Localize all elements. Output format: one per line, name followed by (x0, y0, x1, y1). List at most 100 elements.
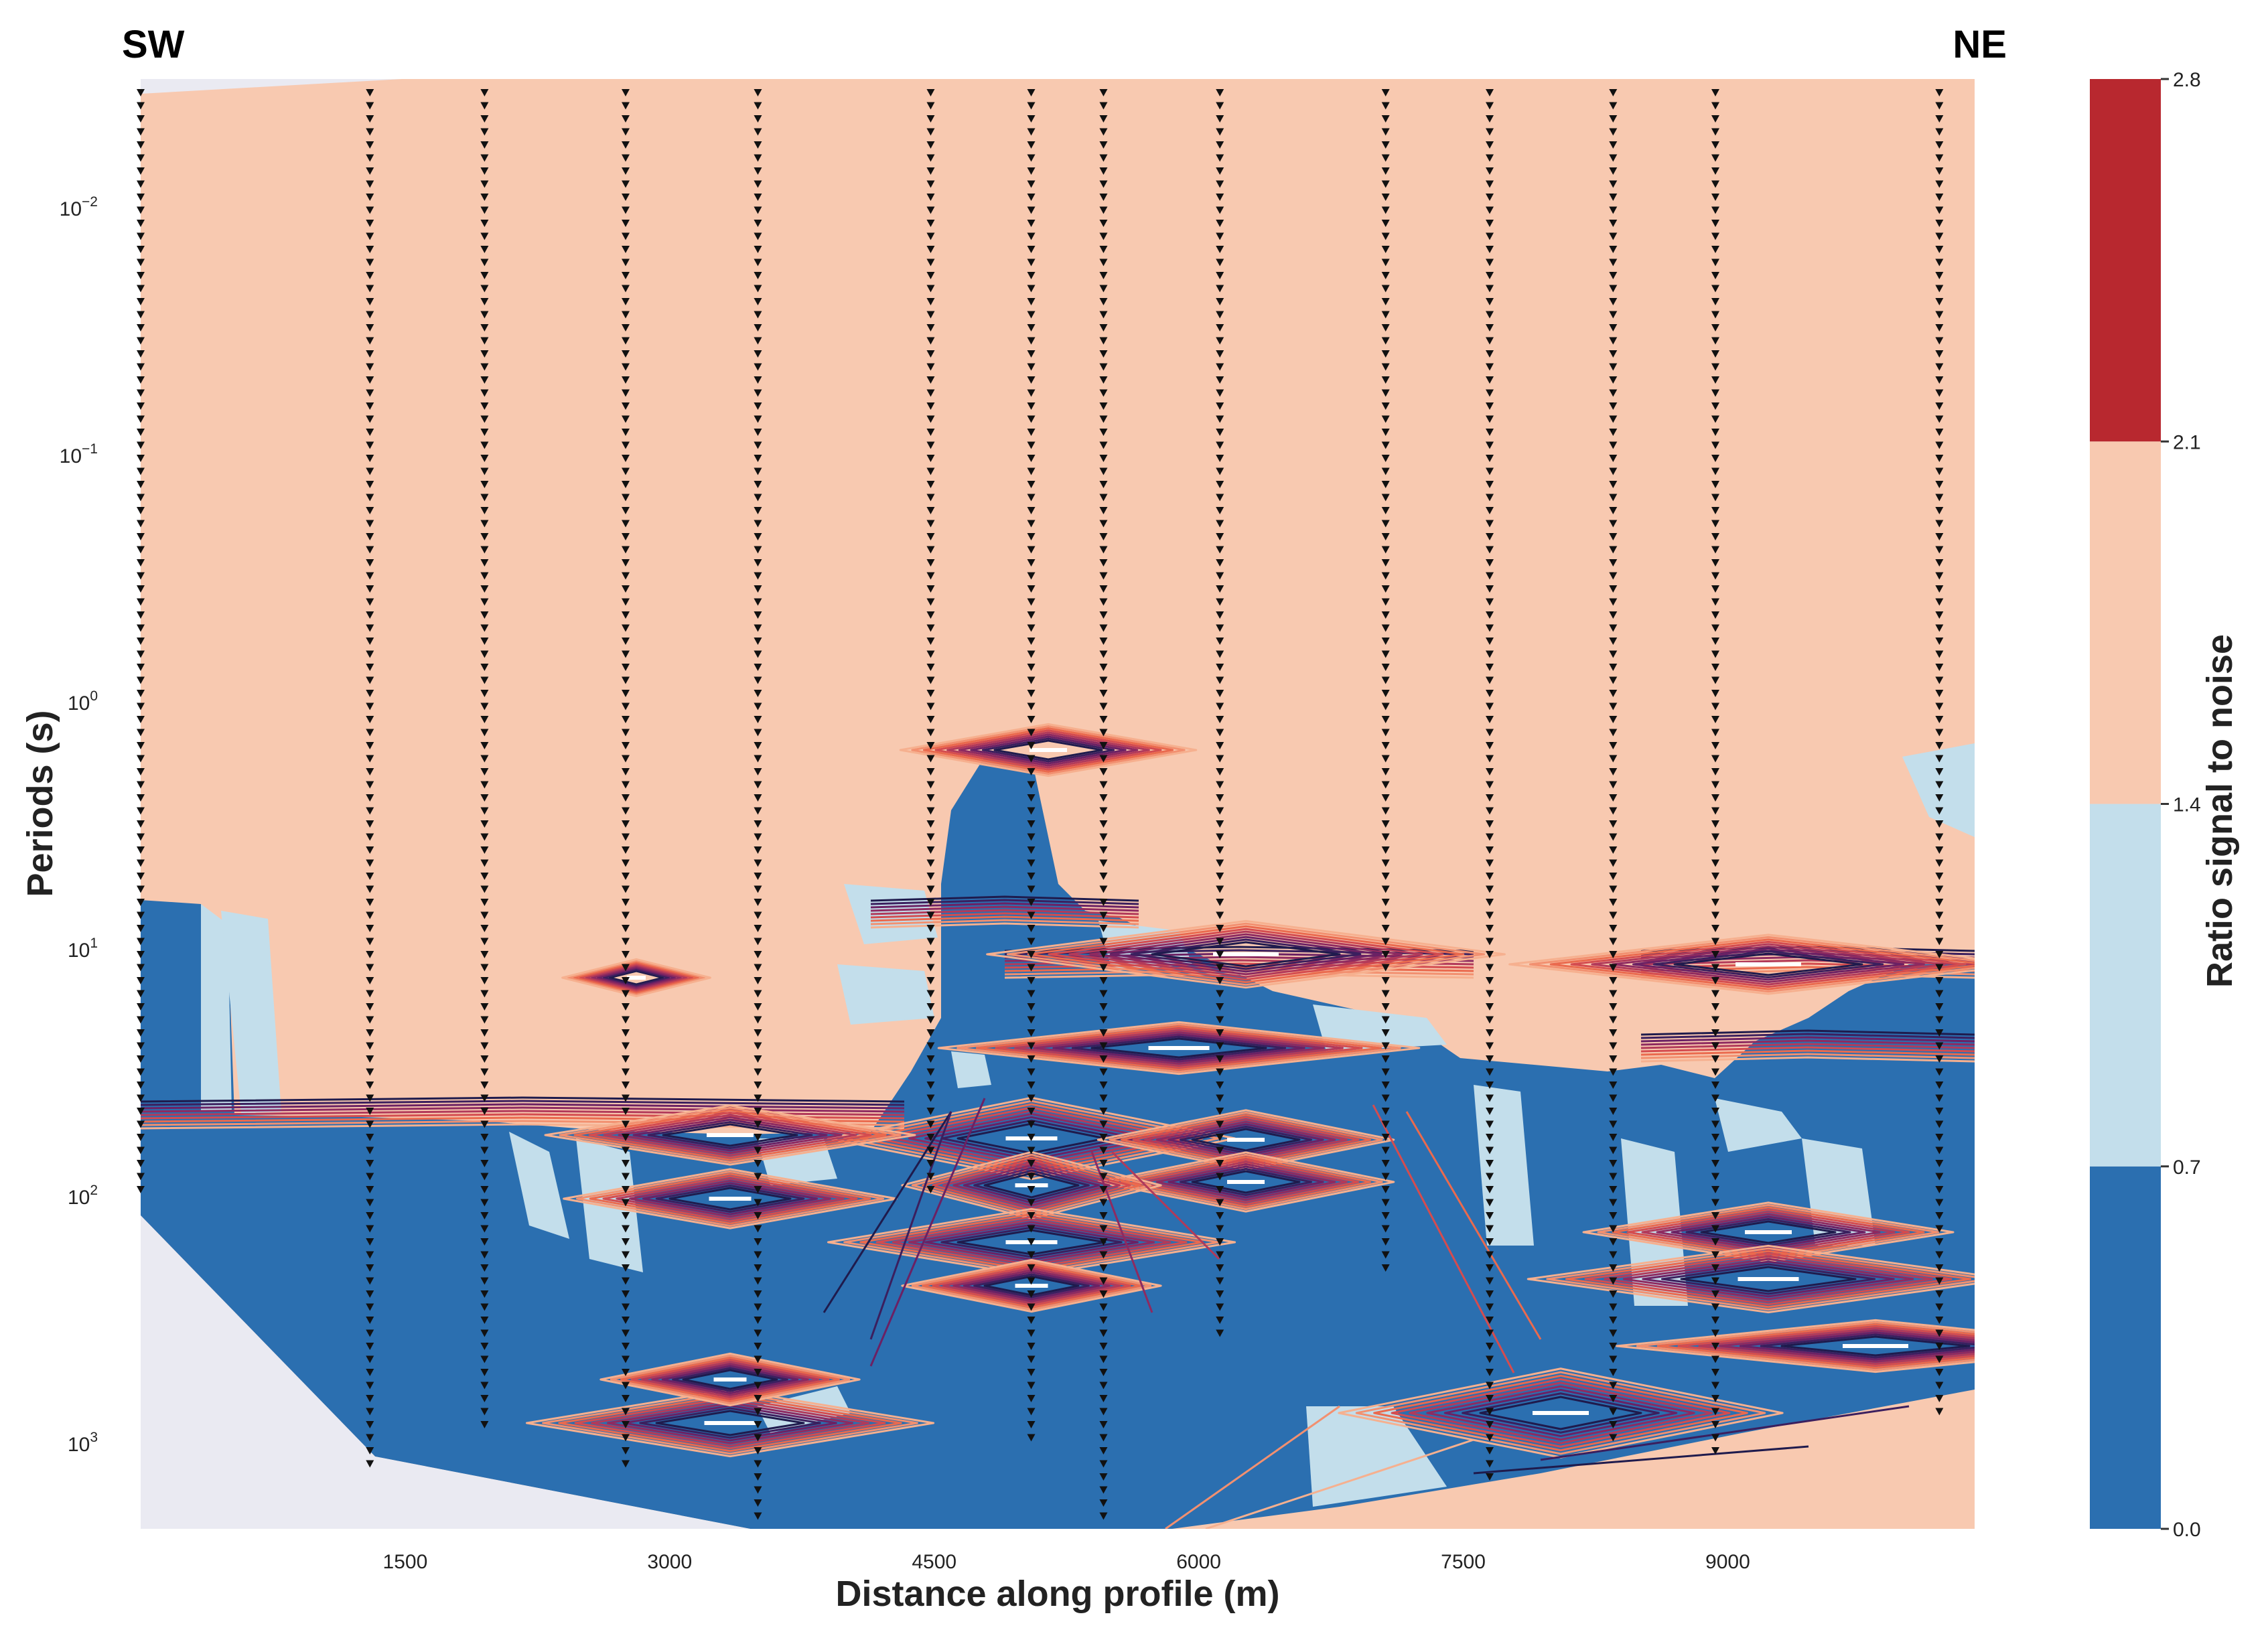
station-triangle (1486, 1212, 1494, 1219)
station-triangle (1935, 1317, 1944, 1324)
station-triangle (1099, 1434, 1108, 1442)
station-triangle (480, 1160, 489, 1167)
station-triangle (1711, 167, 1719, 175)
station-triangle (621, 1447, 630, 1455)
contour-isoline (1155, 1120, 1336, 1159)
station-triangle (1711, 1108, 1719, 1115)
contour-isoline (1527, 1244, 1975, 1314)
station-triangle (1711, 859, 1719, 867)
station-triangle (754, 990, 762, 998)
station-triangle (754, 676, 762, 684)
station-triangle (1099, 1082, 1108, 1089)
station-triangle (1935, 1186, 1944, 1193)
station-triangle (1216, 1029, 1224, 1037)
station-triangle (754, 89, 762, 96)
station-triangle (366, 1343, 374, 1350)
station-triangle (621, 624, 630, 632)
station-triangle (1935, 1395, 1944, 1402)
station-triangle (1486, 1055, 1494, 1063)
station-triangle (1486, 298, 1494, 305)
station-triangle (1216, 363, 1224, 371)
contour-isoline (1120, 1156, 1372, 1208)
station-triangle (754, 258, 762, 267)
contour-peak (1015, 1183, 1048, 1187)
station-triangle (1027, 951, 1036, 958)
station-triangle (1935, 1160, 1944, 1167)
station-triangle (1935, 794, 1944, 802)
station-triangle (1027, 402, 1036, 410)
colorbar-segment (2090, 79, 2161, 442)
station-triangle (1381, 232, 1390, 240)
station-triangle (926, 350, 935, 358)
station-triangle (1381, 220, 1390, 227)
station-triangle (137, 429, 145, 436)
station-triangle (1711, 899, 1719, 906)
station-triangle (1099, 1486, 1108, 1494)
contour-isoline (574, 1396, 886, 1450)
station-triangle (1216, 180, 1224, 188)
station-triangle (137, 481, 145, 488)
station-triangle (1381, 781, 1390, 789)
station-triangle (1486, 520, 1494, 528)
station-triangle (366, 1460, 374, 1468)
station-triangle (926, 899, 935, 906)
station-triangle (754, 298, 762, 305)
station-triangle (1027, 977, 1036, 984)
contour-isoline (1109, 1153, 1383, 1211)
station-triangle (1935, 690, 1944, 697)
station-triangle (1711, 598, 1719, 606)
station-triangle (754, 1186, 762, 1193)
station-triangle (754, 415, 762, 423)
station-triangle (1099, 768, 1108, 775)
station-triangle (1027, 833, 1036, 841)
station-triangle (1711, 507, 1719, 514)
station-triangle (137, 1082, 145, 1089)
station-triangle (1027, 376, 1036, 384)
station-triangle (621, 951, 630, 958)
station-triangle (1609, 1369, 1618, 1376)
station-triangle (366, 1016, 374, 1024)
station-triangle (621, 1460, 630, 1468)
station-triangle (1216, 664, 1224, 671)
station-triangle (621, 1290, 630, 1298)
station-triangle (754, 1473, 762, 1481)
station-triangle (1609, 1329, 1618, 1337)
contour-isoline (668, 1187, 792, 1211)
station-triangle (480, 768, 489, 775)
contour-isoline (630, 1359, 830, 1400)
station-triangle (621, 220, 630, 227)
station-triangle (1711, 220, 1719, 227)
station-triangle (1027, 389, 1036, 397)
station-triangle (1711, 232, 1719, 240)
station-triangle (480, 1016, 489, 1024)
station-triangle (1027, 572, 1036, 580)
station-triangle (480, 1134, 489, 1141)
station-triangle (1609, 742, 1618, 749)
station-triangle (1609, 1199, 1618, 1207)
station-triangle (480, 794, 489, 802)
station-triangle (926, 324, 935, 331)
station-triangle (1099, 1460, 1108, 1468)
contour-isoline (1719, 1329, 1975, 1363)
station-triangle (366, 363, 374, 371)
station-triangle (621, 990, 630, 998)
station-triangle (754, 115, 762, 123)
station-triangle (480, 220, 489, 227)
contour-isoline (1006, 922, 1486, 986)
station-triangle (366, 389, 374, 397)
station-triangle (1935, 624, 1944, 632)
station-triangle (1099, 1317, 1108, 1324)
station-triangle (1711, 1329, 1719, 1337)
station-triangle (1099, 246, 1108, 253)
station-triangle (1216, 324, 1224, 331)
station-triangle (754, 664, 762, 671)
station-triangle (621, 1146, 630, 1154)
station-triangle (754, 232, 762, 240)
station-triangle (621, 206, 630, 214)
station-triangle (1935, 1120, 1944, 1128)
station-triangle (366, 1068, 374, 1076)
station-triangle (137, 729, 145, 737)
station-triangle (1609, 611, 1618, 619)
station-triangle (480, 1082, 489, 1089)
station-triangle (480, 807, 489, 815)
